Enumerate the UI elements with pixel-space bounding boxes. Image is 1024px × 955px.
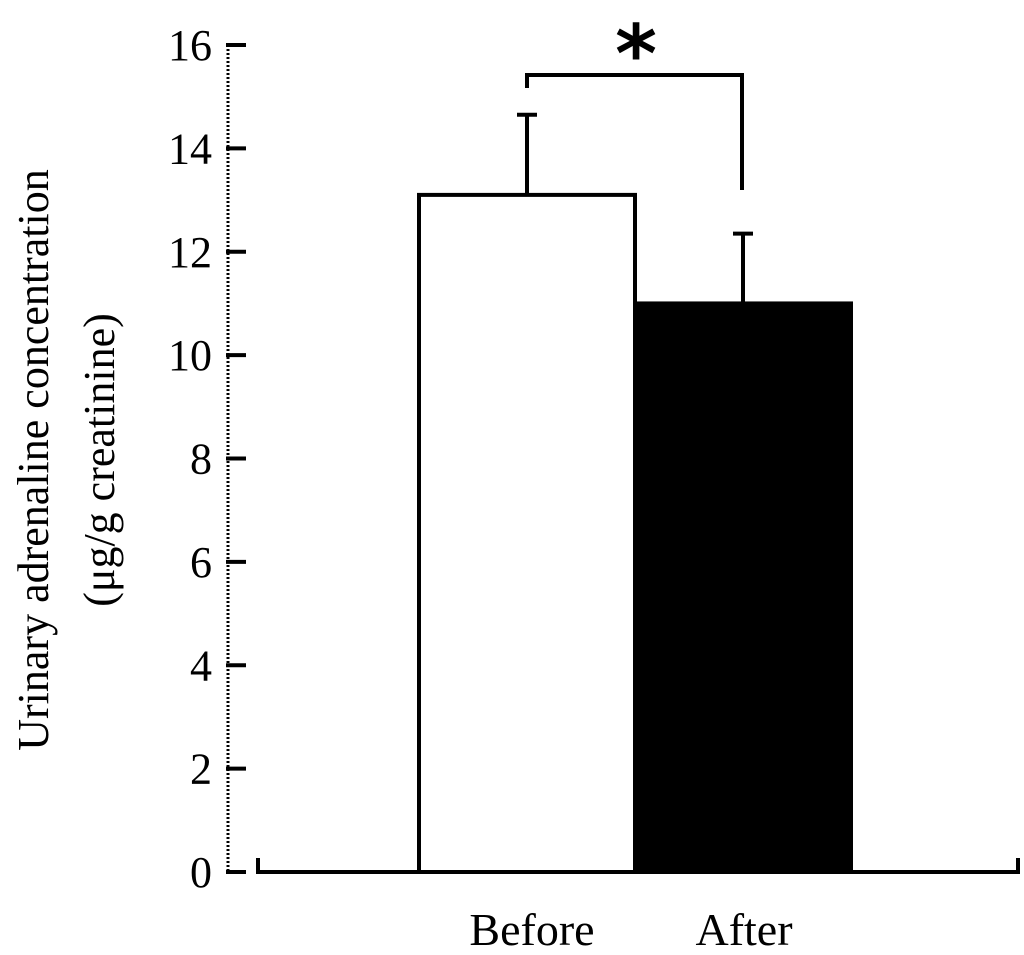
x-tick-label-after: After <box>695 904 792 955</box>
y-tick-label-2: 4 <box>190 641 212 690</box>
category-labels: Before After <box>469 904 792 955</box>
x-tick-label-before: Before <box>469 904 594 955</box>
y-axis-title: Urinary adrenaline concentration (μg/g c… <box>9 169 124 751</box>
y-axis-title-line1: Urinary adrenaline concentration <box>9 169 58 751</box>
y-tick-label-5: 10 <box>168 331 212 380</box>
y-tick-label-3: 6 <box>190 538 212 587</box>
significance-bracket: * <box>525 8 744 190</box>
bars <box>417 192 853 875</box>
y-tick-label-1: 2 <box>190 745 212 794</box>
bar-after <box>633 301 853 874</box>
bar-before <box>417 192 637 875</box>
y-tick-label-0: 0 <box>190 848 212 897</box>
y-tick-label-7: 14 <box>168 124 212 173</box>
y-tick-label-8: 16 <box>168 21 212 70</box>
y-axis: 0 2 4 6 8 10 12 14 16 <box>168 21 246 897</box>
significance-asterisk: * <box>615 8 657 101</box>
y-tick-label-4: 8 <box>190 435 212 484</box>
error-bars <box>517 112 753 304</box>
y-axis-title-line2: (μg/g creatinine) <box>75 313 124 607</box>
y-tick-label-6: 12 <box>168 228 212 277</box>
